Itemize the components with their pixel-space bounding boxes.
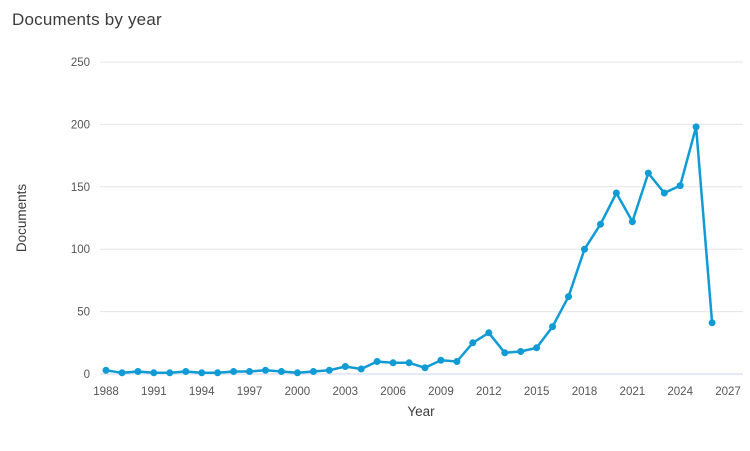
y-tick-label: 150 [71,182,90,194]
data-point[interactable] [230,368,238,375]
data-point[interactable] [501,349,509,357]
y-tick-label: 250 [71,57,90,69]
data-point[interactable] [405,359,413,367]
x-tick-label: 2000 [285,386,311,398]
x-tick-label: 1988 [93,386,119,398]
x-tick-label: 2009 [428,386,454,398]
data-point[interactable] [150,369,158,377]
documents-line [104,125,714,375]
data-point[interactable] [118,369,126,377]
data-point[interactable] [644,169,652,177]
data-point[interactable] [309,368,317,375]
data-point[interactable] [277,368,285,375]
x-axis-title: Year [407,404,435,419]
data-point[interactable] [549,323,557,331]
x-tick-label: 2027 [715,386,741,398]
line-series [102,123,716,377]
data-point[interactable] [565,293,572,301]
data-point[interactable] [676,182,684,190]
data-point[interactable] [325,366,333,374]
chart-title: Documents by year [12,10,162,29]
y-axis-title: Documents [14,184,29,253]
data-point[interactable] [517,348,525,355]
data-point[interactable] [421,364,429,372]
y-tick-label: 100 [71,244,90,256]
x-tick-label: 2024 [667,386,693,398]
data-point[interactable] [469,339,477,347]
data-point[interactable] [134,368,142,375]
x-tick-label: 2012 [476,386,502,398]
data-point[interactable] [166,369,174,377]
x-tick-label: 2003 [332,386,358,398]
x-tick-label: 1994 [189,386,215,398]
data-point[interactable] [198,369,206,377]
data-point[interactable] [262,366,269,374]
data-point[interactable] [485,329,493,337]
x-tick-label: 2006 [380,386,406,398]
data-point[interactable] [102,366,110,374]
data-point[interactable] [182,368,190,375]
tick-labels: 0 50 100 150 200 250 1988 1991 1994 1997 2000 2003 2… [71,57,741,398]
gridlines [100,61,743,375]
data-point[interactable] [453,358,461,365]
data-point[interactable] [214,369,222,377]
data-point[interactable] [660,189,668,197]
data-point[interactable] [628,218,636,226]
data-point[interactable] [373,358,381,365]
data-point[interactable] [437,356,445,364]
x-tick-label: 1997 [237,386,263,398]
data-point[interactable] [341,363,349,370]
data-point[interactable] [533,344,541,352]
data-point[interactable] [293,369,301,377]
y-tick-label: 0 [84,369,90,381]
data-point[interactable] [246,368,253,375]
data-point[interactable] [597,220,604,228]
y-tick-label: 200 [71,119,90,131]
x-tick-label: 1991 [141,386,167,398]
data-point[interactable] [389,359,397,367]
y-tick-label: 50 [77,307,90,319]
data-point[interactable] [612,189,620,197]
data-point[interactable] [708,319,716,327]
x-tick-label: 2021 [620,386,646,398]
x-tick-label: 2015 [524,386,550,398]
data-point[interactable] [692,123,700,131]
x-tick-label: 2018 [572,386,598,398]
data-point[interactable] [581,245,588,253]
data-point[interactable] [357,365,365,373]
